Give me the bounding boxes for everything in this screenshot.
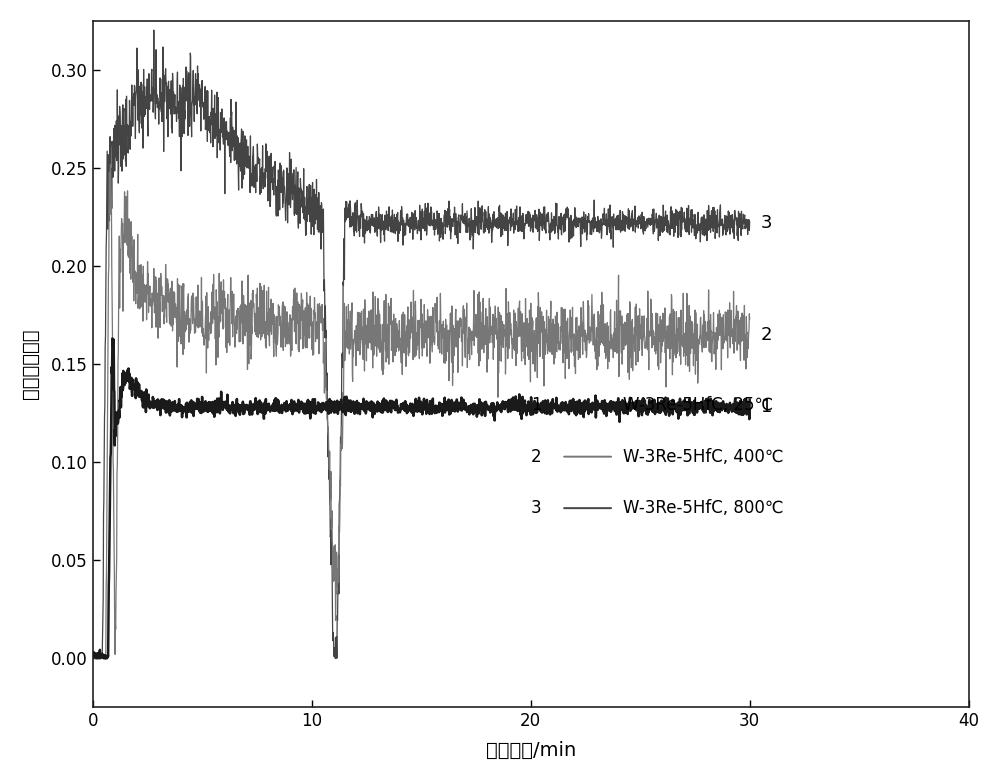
X-axis label: 摩擦时间/min: 摩擦时间/min bbox=[486, 741, 576, 760]
Y-axis label: 摩擦相关系数: 摩擦相关系数 bbox=[21, 329, 40, 399]
Text: 3: 3 bbox=[531, 499, 541, 517]
Text: 3: 3 bbox=[761, 214, 772, 232]
Text: 2: 2 bbox=[531, 448, 541, 465]
Text: 2: 2 bbox=[761, 326, 772, 344]
Text: W-3Re-5HfC, 25℃: W-3Re-5HfC, 25℃ bbox=[623, 396, 773, 414]
Text: W-3Re-5HfC, 800℃: W-3Re-5HfC, 800℃ bbox=[623, 499, 783, 517]
Text: 1: 1 bbox=[531, 396, 541, 414]
Text: W-3Re-5HfC, 400℃: W-3Re-5HfC, 400℃ bbox=[623, 448, 783, 465]
Text: 1: 1 bbox=[761, 398, 772, 416]
